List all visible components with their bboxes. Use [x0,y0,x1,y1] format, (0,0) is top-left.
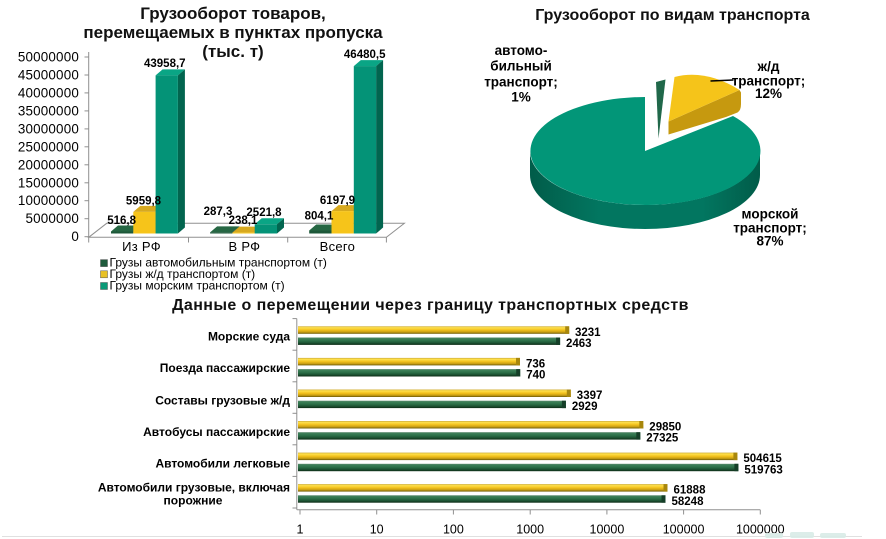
svg-text:1000: 1000 [516,523,544,537]
svg-text:Автомобили легковые: Автомобили легковые [155,457,290,471]
svg-text:Грузооборот товаров,: Грузооборот товаров, [140,4,326,23]
svg-text:40000000: 40000000 [18,85,79,100]
svg-text:27325: 27325 [646,433,679,445]
svg-text:2463: 2463 [566,338,592,350]
svg-text:3231: 3231 [575,327,601,339]
svg-text:58248: 58248 [672,496,705,508]
svg-text:736: 736 [526,358,545,370]
svg-text:Поезда пассажирские: Поезда пассажирские [160,361,291,375]
svg-text:3397: 3397 [577,390,603,402]
svg-text:Грузы ж/д транспортом (т): Грузы ж/д транспортом (т) [110,267,256,281]
svg-text:30000000: 30000000 [18,121,79,136]
svg-text:морской: морской [742,207,799,222]
svg-text:Из РФ: Из РФ [122,239,161,254]
svg-text:Грузы автомобильным транспорт: Грузы автомобильным транспортом (т) [110,256,327,270]
svg-text:порожние: порожние [164,494,223,508]
svg-text:6197,9: 6197,9 [320,195,355,207]
svg-text:Всего: Всего [320,239,356,254]
svg-text:автомо-: автомо- [495,43,548,58]
svg-text:15000000: 15000000 [18,175,79,190]
svg-text:46480,5: 46480,5 [344,49,386,61]
svg-text:ж/д: ж/д [757,59,780,74]
svg-text:50000000: 50000000 [18,50,79,65]
svg-text:транспорт;: транспорт; [732,74,806,89]
svg-text:740: 740 [526,370,545,382]
svg-text:Морские суда: Морские суда [208,330,290,344]
svg-text:Грузы морским транспортом (т): Грузы морским транспортом (т) [110,279,285,293]
svg-text:100: 100 [443,523,464,537]
svg-text:804,1: 804,1 [305,211,334,223]
svg-text:(тыс. т): (тыс. т) [202,42,263,61]
svg-text:61888: 61888 [674,485,707,497]
svg-text:504615: 504615 [743,453,782,465]
svg-text:238,1: 238,1 [229,215,258,227]
svg-text:43958,7: 43958,7 [144,58,186,70]
svg-text:Данные о перемещении через гра: Данные о перемещении через границу транс… [172,297,689,314]
svg-text:Грузооборот по видам транспорт: Грузооборот по видам транспорта [535,7,810,24]
svg-text:12%: 12% [755,86,782,101]
svg-text:10: 10 [370,523,384,537]
svg-text:45000000: 45000000 [18,68,79,83]
svg-text:29850: 29850 [649,422,681,434]
svg-text:транспорт;: транспорт; [733,221,807,236]
svg-text:1%: 1% [511,90,531,105]
svg-text:транспорт;: транспорт; [484,75,558,90]
svg-text:2521,8: 2521,8 [246,207,282,219]
svg-text:5000000: 5000000 [25,211,79,226]
svg-text:516,8: 516,8 [107,215,136,227]
svg-text:519763: 519763 [744,464,782,476]
svg-text:бильный: бильный [490,59,552,74]
svg-text:0: 0 [71,229,79,244]
svg-text:перемещаемых в пунктах пропуск: перемещаемых в пунктах пропуска [83,23,383,42]
svg-text:87%: 87% [756,234,783,249]
svg-text:Автобусы пассажирские: Автобусы пассажирские [143,425,290,439]
svg-text:20000000: 20000000 [18,157,79,172]
svg-text:5959,8: 5959,8 [126,196,162,208]
svg-text:2929: 2929 [572,401,598,413]
svg-text:10000: 10000 [590,523,625,537]
svg-text:25000000: 25000000 [18,139,79,154]
svg-text:100000: 100000 [663,523,705,537]
svg-text:1: 1 [297,523,304,537]
svg-text:35000000: 35000000 [18,103,79,118]
svg-text:В РФ: В РФ [228,239,260,254]
svg-text:287,3: 287,3 [204,206,233,218]
svg-text:10000000: 10000000 [18,193,79,208]
svg-text:Автомобили грузовые, включая: Автомобили грузовые, включая [98,481,290,495]
svg-text:Составы грузовые ж/д: Составы грузовые ж/д [155,393,290,407]
